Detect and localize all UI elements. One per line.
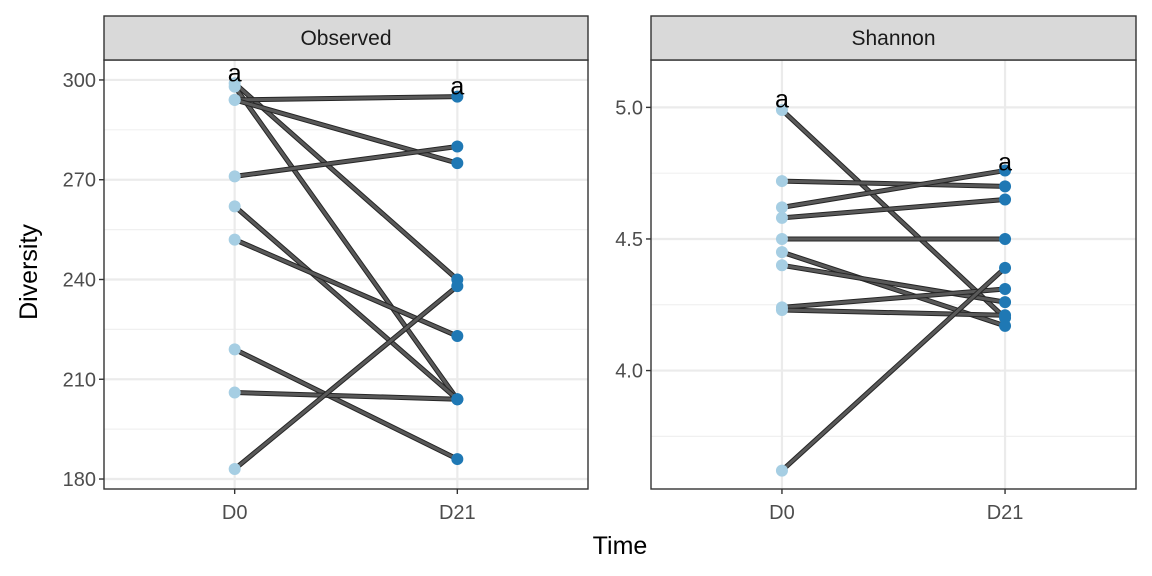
y-tick-label: 300 [63,70,96,92]
y-tick-label: 210 [63,369,96,391]
point-d0 [775,104,788,117]
pair-line [233,81,459,281]
panel-background [651,60,1136,489]
pair-line [233,144,459,178]
point-d21 [451,140,464,153]
point-d21 [999,319,1012,332]
facet-strip [103,15,589,61]
pair-line [780,197,1007,220]
point-d0 [228,80,241,93]
facet-strip-label: Observed [300,27,391,50]
x-tick-label: D0 [222,502,248,524]
x-tick-label: D21 [439,502,476,524]
point-d0 [228,200,241,213]
pair-line [233,347,459,461]
panel-background [104,60,588,489]
y-tick-label: 5.0 [615,97,643,119]
panel-shannon: a a Shannon 4.0 4.5 5.0 D0 D21 [615,15,1137,524]
y-tick-label: 4.0 [615,361,643,383]
point-d0 [228,93,241,106]
point-d21 [451,157,464,170]
point-d21 [999,232,1012,245]
point-d21 [999,164,1012,177]
point-d21 [999,309,1012,322]
point-d21 [451,330,464,343]
facet-panels: a a Observed 180 210 240 270 300 D0 D21 a a Shannon 4… [63,15,1137,524]
y-tick-label: 4.5 [615,229,643,251]
point-d0 [775,304,788,317]
point-d21 [999,296,1012,309]
panel-observed: a a Observed 180 210 240 270 300 D0 D21 [63,15,589,524]
y-axis-title: Diversity [15,224,43,320]
point-d0 [775,211,788,224]
point-d0 [775,201,788,214]
point-d21 [451,280,464,293]
point-d21 [451,453,464,466]
pair-line [780,266,1007,473]
pair-line [780,308,1007,317]
pair-line [780,108,1007,320]
point-d0 [775,175,788,188]
pair-line [780,179,1007,188]
pair-line [780,263,1007,304]
pair-line [233,95,459,102]
point-d0 [775,246,788,259]
pair-line [233,284,459,471]
x-tick-label: D0 [769,502,795,524]
point-d0 [228,343,241,356]
point-d0 [228,386,241,399]
pair-line [233,204,459,401]
significance-letter: a [775,85,789,113]
pair-line [233,85,459,401]
pair-line [780,169,1007,209]
point-d0 [228,463,241,476]
point-d0 [775,232,788,245]
point-d21 [999,261,1012,274]
facet-strip-label: Shannon [851,27,935,50]
y-tick-label: 180 [63,469,96,491]
pair-line [780,287,1007,309]
point-d0 [228,170,241,183]
x-axis-title: Time [593,532,648,560]
significance-letter: a [228,59,242,87]
x-tick-label: D21 [987,502,1024,524]
facet-strip [650,15,1137,61]
significance-letter: a [998,149,1012,177]
y-tick-label: 270 [63,170,96,192]
point-d0 [228,233,241,246]
point-d21 [451,393,464,406]
point-d21 [451,90,464,103]
point-d21 [999,282,1012,295]
pair-line [233,238,459,338]
point-d21 [999,193,1012,206]
point-d0 [775,464,788,477]
significance-letter: a [450,73,464,101]
point-d21 [999,180,1012,193]
y-tick-label: 240 [63,269,96,291]
point-d0 [775,259,788,272]
pair-line [233,391,459,401]
